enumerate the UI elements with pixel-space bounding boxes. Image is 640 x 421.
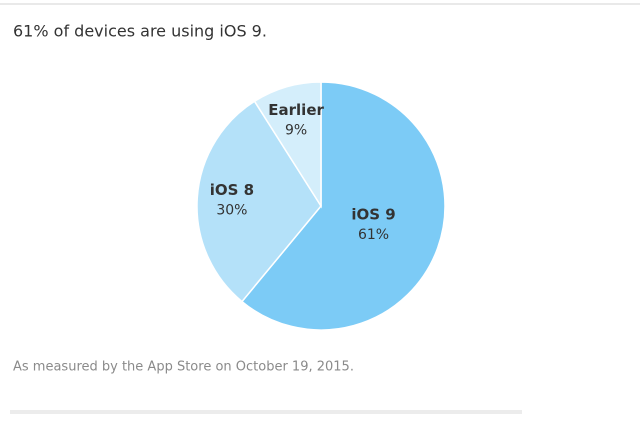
slice-value: 9% [285,122,307,138]
slice-value: 61% [358,227,389,243]
slice-value: 30% [216,202,247,218]
bottom-divider [10,410,522,414]
slice-label: iOS 8 [210,181,254,199]
pie-slice [253,81,322,209]
footnote: As measured by the App Store on October … [13,360,354,375]
chart-title: 61% of devices are using iOS 9. [13,22,267,41]
pie-slice [240,81,446,331]
pie-slice [196,100,322,303]
slice-label: Earlier [268,101,324,119]
slice-label: iOS 9 [351,205,395,223]
